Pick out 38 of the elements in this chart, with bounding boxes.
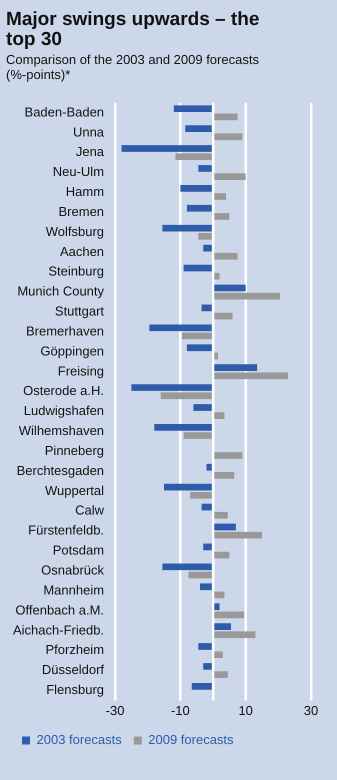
y-tick-label: Freising [58,363,104,378]
legend-label: 2009 forecasts [148,732,234,748]
y-tick-label: Wuppertal [45,482,104,498]
y-tick-label: Göppingen [40,343,104,358]
x-tick-label: 10 [238,702,253,718]
y-tick-label: Pinneberg [44,442,104,458]
y-tick-label: Düsseldorf [42,662,104,678]
x-tick-label: -10 [170,702,190,718]
y-tick-label: Berchtesgaden [16,462,104,478]
y-tick-label: Fürstenfeldb. [28,522,104,538]
y-tick-label: Osterode a.H. [23,383,104,398]
y-tick-label: Neu-Ulm [52,164,104,180]
y-tick-label: Offenbach a.M. [15,602,104,618]
x-tick-label: -30 [106,702,124,718]
y-tick-label: Osnabrück [41,562,105,578]
y-tick-label: Aachen [60,244,104,259]
y-tick-label: Bremerhaven [26,323,104,338]
y-tick-label: Steinburg [48,264,104,279]
y-tick-label: Baden-Baden [24,104,104,120]
y-tick-label: Bremen [58,204,104,219]
y-tick-label: Hamm [66,184,104,200]
x-tick-label: 30 [304,702,318,718]
legend-label: 2003 forecasts [36,732,122,748]
chart-subtitle: Comparison of the 2003 and 2009 forecasts (%-points)* [6,52,260,82]
y-tick-label: Munich County [17,284,105,299]
y-tick-label: Ludwigshafen [24,403,104,418]
y-tick-label: Potsdam [52,542,104,558]
y-tick-label: Calw [75,502,105,518]
y-tick-label: Wolfsburg [46,224,104,239]
y-tick-label: Jena [76,144,105,160]
chart-title: Major swings upwards – the top 30 [6,9,260,50]
y-tick-label: Wilhemshaven [18,423,104,438]
y-tick-label: Stuttgart [54,304,104,319]
y-tick-label: Unna [72,124,105,140]
y-tick-label: Flensburg [46,682,104,698]
y-tick-label: Mannheim [43,582,104,598]
y-tick-label: Aichach-Friedb. [12,622,104,638]
y-tick-label: Pforzheim [46,642,104,658]
